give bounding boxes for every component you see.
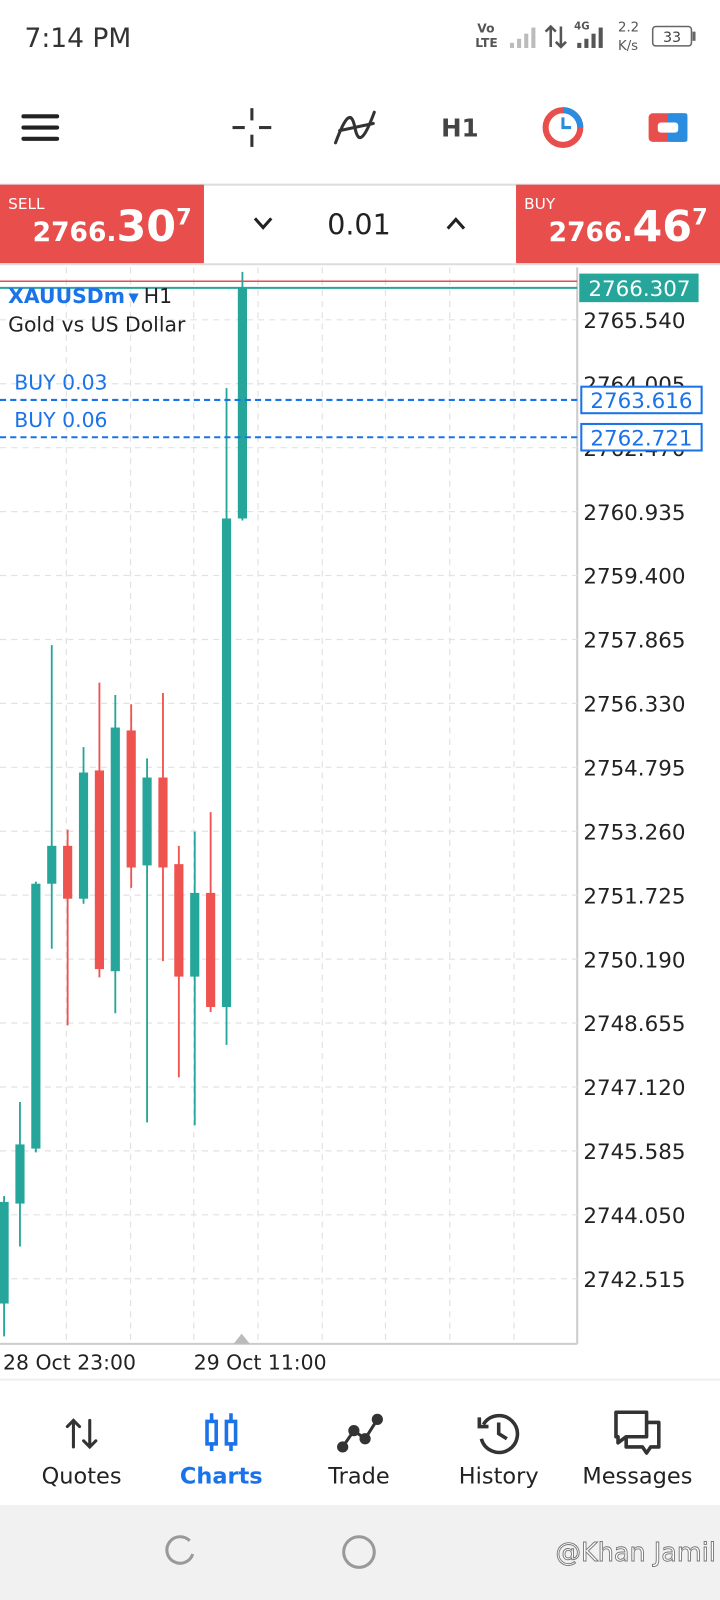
candle-body [47, 845, 57, 884]
nav-item[interactable]: Charts [180, 1464, 263, 1490]
price-tick-label: 2753.260 [583, 820, 685, 845]
bid-label-box [579, 273, 699, 303]
objects-button[interactable] [648, 113, 688, 142]
candle-body [94, 770, 105, 970]
candle-body [0, 1201, 9, 1304]
crosshair-button[interactable] [232, 108, 272, 147]
sell-button[interactable] [0, 184, 204, 264]
price-tick-label: 2760.935 [583, 501, 685, 526]
indicators-button[interactable] [333, 110, 376, 145]
signal-bars [577, 27, 603, 48]
candle-body [206, 892, 216, 1007]
candle-body [158, 777, 168, 868]
nav-item[interactable]: Messages [582, 1464, 692, 1490]
sell-price-big: 30 [116, 202, 176, 252]
trade-icon [337, 1413, 383, 1453]
data-arrows [544, 24, 567, 49]
order-label: BUY 0.03 [14, 371, 107, 395]
price-tick-label: 2751.725 [583, 884, 685, 909]
menu-button[interactable] [21, 114, 60, 141]
price-tick-label: 2759.400 [583, 565, 685, 590]
sell-price-prefix: 2766. [33, 217, 117, 248]
buy-price: 2766.467 [549, 202, 708, 252]
system-nav-bar [0, 1505, 720, 1600]
order-price-label: 2762.721 [590, 426, 692, 451]
candle-body [221, 518, 232, 1007]
messages-icon [614, 1410, 661, 1455]
price-tick-label: 2754.795 [583, 756, 685, 781]
network-label: 4G [574, 22, 589, 33]
shift-marker[interactable] [233, 1333, 250, 1344]
candle-body [126, 730, 136, 868]
order-label: BUY 0.06 [14, 408, 107, 432]
volte-label: LTE [475, 36, 497, 50]
recents-button[interactable] [165, 1535, 195, 1565]
candle-body [78, 772, 89, 899]
candle-body [15, 1144, 25, 1204]
nav-item[interactable]: Quotes [42, 1464, 122, 1490]
price-tick-label: 2750.190 [583, 948, 685, 973]
bottom-nav: Quotes Charts Trade History Messages [42, 1464, 693, 1490]
history-icon [477, 1413, 520, 1455]
nav-item[interactable]: History [459, 1464, 539, 1490]
labels: 2765.5402764.0052762.4702760.9352759.400… [0, 273, 703, 1374]
volume[interactable]: 0.01 [327, 208, 391, 242]
time-label: 29 Oct 11:00 [194, 1350, 327, 1374]
home-button[interactable] [342, 1535, 376, 1569]
candle-body [110, 727, 120, 972]
candle-body [190, 892, 200, 977]
battery-tip [692, 31, 696, 41]
candle-body [237, 287, 248, 519]
sell-price: 2766.307 [33, 202, 192, 252]
candle-body [63, 845, 73, 899]
price-tick-label: 2757.865 [583, 629, 685, 654]
buy-price-prefix: 2766. [549, 217, 633, 248]
price-tick-label: 2742.515 [583, 1268, 685, 1293]
candles [0, 271, 248, 1337]
sell-price-sup: 7 [176, 204, 192, 230]
buy-label: BUY [524, 195, 556, 213]
volume-up[interactable] [446, 217, 466, 230]
price-tick-label: 2756.330 [583, 693, 685, 718]
candle-body [142, 777, 152, 866]
order-price-box [580, 422, 703, 452]
price-tick-label: 2748.655 [583, 1012, 685, 1037]
clock-button[interactable] [542, 107, 584, 148]
charts-icon [205, 1413, 238, 1452]
signal-bars [509, 27, 536, 48]
buy-price-sup: 7 [692, 204, 708, 230]
price-tick-label: 2744.050 [583, 1204, 685, 1229]
speed-value: 2.2 [618, 21, 639, 36]
sell-label: SELL [8, 195, 45, 213]
battery-level: 33 [663, 30, 681, 46]
volte-label: Vo [477, 22, 494, 36]
symbol[interactable]: XAUUSDm [8, 284, 125, 308]
nav-item[interactable]: Trade [327, 1464, 389, 1490]
time-label: 28 Oct 23:00 [3, 1350, 136, 1374]
order-price-box [580, 385, 703, 415]
order-price-label: 2763.616 [590, 389, 692, 414]
price-tick-label: 2747.120 [583, 1076, 685, 1101]
price-tick-label: 2765.540 [583, 309, 685, 334]
chart-timeframe: H1 [144, 284, 172, 308]
candle-body [174, 864, 184, 977]
buy-price-big: 46 [633, 202, 693, 252]
price-tick-label: 2745.585 [583, 1140, 685, 1165]
battery [651, 25, 693, 47]
status-time: 7:14 PM [24, 23, 131, 54]
timeframe-button[interactable]: H1 [441, 114, 479, 143]
watermark: @Khan Jamil [556, 1538, 716, 1568]
quotes-icon [65, 1418, 98, 1450]
volume-down[interactable] [253, 217, 273, 230]
speed-unit: K/s [618, 39, 638, 54]
bid-label: 2766.307 [588, 277, 690, 302]
buy-button[interactable] [516, 184, 720, 264]
symbol-dropdown[interactable]: ▼ [128, 291, 139, 306]
candle-body [31, 883, 41, 1149]
symbol-description: Gold vs US Dollar [8, 313, 186, 337]
